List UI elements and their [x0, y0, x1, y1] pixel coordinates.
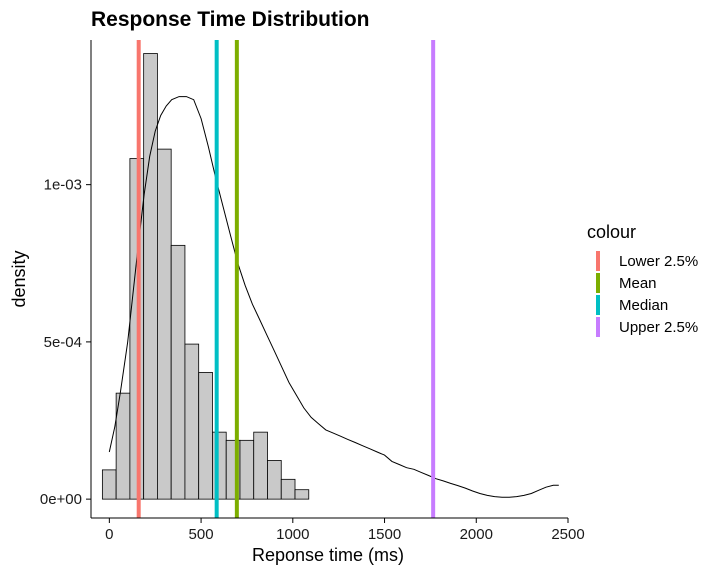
- x-tick-label: 500: [189, 526, 214, 543]
- x-tick-label: 0: [105, 526, 113, 543]
- y-axis-title: density: [9, 250, 29, 307]
- y-tick-label: 0e+00: [40, 491, 82, 508]
- histogram-bar-1: [115, 392, 131, 500]
- reference-lines: [136, 40, 436, 518]
- y-tick-label: 5e-04: [44, 334, 82, 351]
- histogram-bar-13: [280, 478, 296, 500]
- legend-label: Lower 2.5%: [619, 253, 698, 270]
- x-tick-label: 2000: [460, 526, 493, 543]
- histogram-bar-6: [184, 343, 200, 500]
- legend-label: Median: [619, 297, 668, 314]
- histogram-bar-11: [253, 431, 268, 500]
- histogram-bar-0: [101, 469, 117, 500]
- legend: colour Lower 2.5% Mean Median Upper 2.5%: [587, 222, 698, 337]
- x-axis-title: Reponse time (ms): [252, 545, 404, 565]
- x-tick-label: 1000: [276, 526, 309, 543]
- histogram-bar-10: [239, 439, 255, 500]
- legend-entries: Lower 2.5% Mean Median Upper 2.5%: [596, 251, 698, 337]
- density-curve-layer: [108, 96, 559, 498]
- x-tick-label: 2500: [551, 526, 584, 543]
- legend-label: Upper 2.5%: [619, 319, 698, 336]
- y-tick-label: 1e-03: [44, 177, 82, 194]
- x-tick-label: 1500: [368, 526, 401, 543]
- x-axis-ticks: 0 500 1000 1500 2000 2500: [105, 518, 585, 543]
- legend-title: colour: [587, 222, 636, 242]
- histogram-bar-12: [267, 460, 282, 500]
- histogram-bar-4: [157, 148, 172, 500]
- chart-title: Response Time Distribution: [91, 8, 370, 31]
- histogram-bar-7: [198, 371, 213, 500]
- histogram-bar-5: [170, 244, 186, 500]
- histogram-bars: [101, 53, 310, 500]
- legend-label: Mean: [619, 275, 657, 292]
- histogram-bar-14: [294, 489, 310, 500]
- histogram-bar-3: [143, 53, 158, 500]
- y-axis-ticks: 0e+00 5e-04 1e-03: [40, 177, 91, 508]
- histogram-bar-8: [212, 431, 227, 500]
- density-curve: [108, 96, 559, 498]
